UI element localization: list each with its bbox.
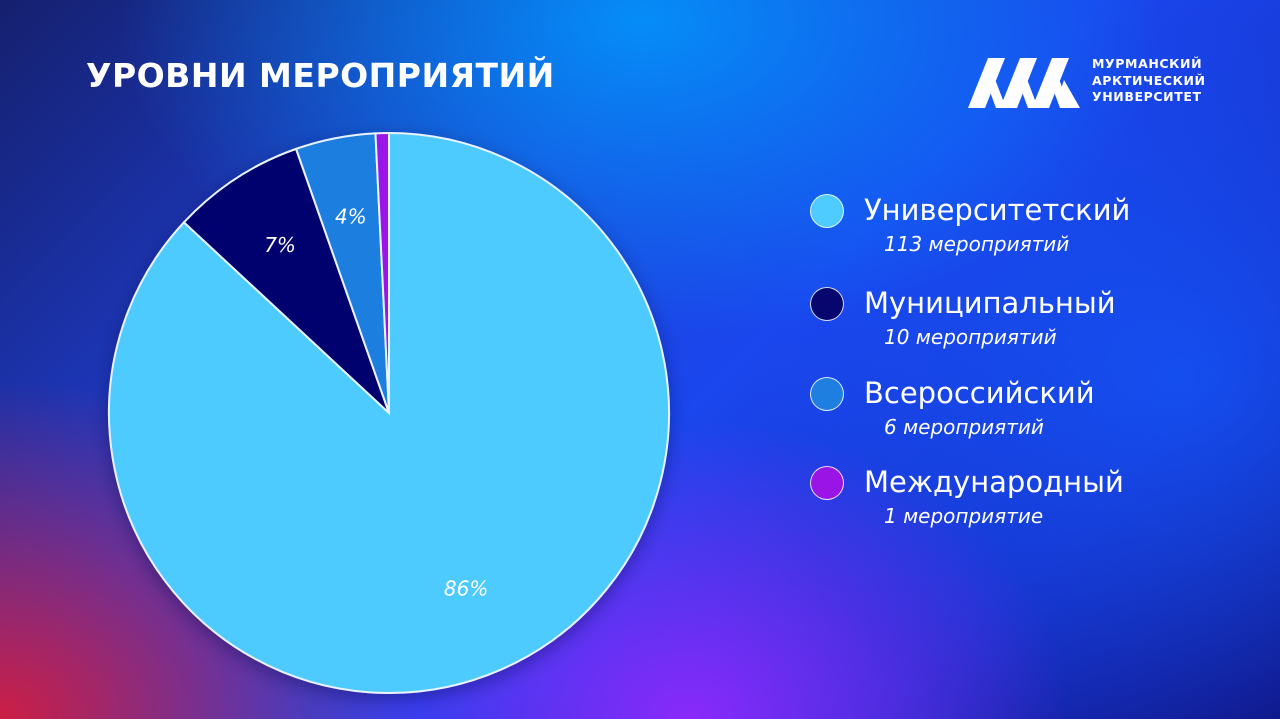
legend-swatch <box>810 377 844 411</box>
pie-slice-municipalnyy <box>182 147 390 414</box>
legend-label: Муниципальный <box>864 286 1116 320</box>
mau-logo-icon <box>968 58 1080 108</box>
legend-swatch <box>810 287 844 321</box>
legend-label: Международный <box>864 465 1124 499</box>
legend-item-vserossiyskiy: Всероссийский 6 мероприятий <box>810 375 1250 445</box>
legend-item-municipalnyy: Муниципальный 10 мероприятий <box>810 285 1250 355</box>
page-title: УРОВНИ МЕРОПРИЯТИЙ <box>86 56 555 95</box>
legend-label: Всероссийский <box>864 376 1095 410</box>
legend-count: 113 мероприятий <box>884 232 1070 256</box>
pie-label-municipalnyy: 7% <box>264 233 296 257</box>
legend-count: 6 мероприятий <box>884 415 1044 439</box>
legend-count: 1 мероприятие <box>884 504 1044 528</box>
logo-line: УНИВЕРСИТЕТ <box>1092 89 1202 104</box>
legend-swatch <box>810 466 844 500</box>
legend-count: 10 мероприятий <box>884 325 1057 349</box>
legend-item-mezhdunarodnyy: Международный 1 мероприятие <box>810 464 1250 534</box>
legend-label: Университетский <box>864 193 1131 227</box>
pie-chart: 86% 7% 4% <box>108 131 670 694</box>
university-logo: МУРМАНСКИЙ АРКТИЧЕСКИЙ УНИВЕРСИТЕТ <box>968 56 1218 110</box>
legend-item-universitetskiy: Университетский 113 мероприятий <box>810 192 1250 262</box>
legend-swatch <box>810 194 844 228</box>
pie-label-vserossiyskiy: 4% <box>335 204 367 228</box>
logo-text: МУРМАНСКИЙ АРКТИЧЕСКИЙ УНИВЕРСИТЕТ <box>1092 56 1206 106</box>
pie-slice-mezhdunarodnyy <box>374 131 390 414</box>
logo-line: МУРМАНСКИЙ <box>1092 56 1203 71</box>
logo-line: АРКТИЧЕСКИЙ <box>1092 72 1206 88</box>
pie-label-universitetskiy: 86% <box>444 577 488 601</box>
